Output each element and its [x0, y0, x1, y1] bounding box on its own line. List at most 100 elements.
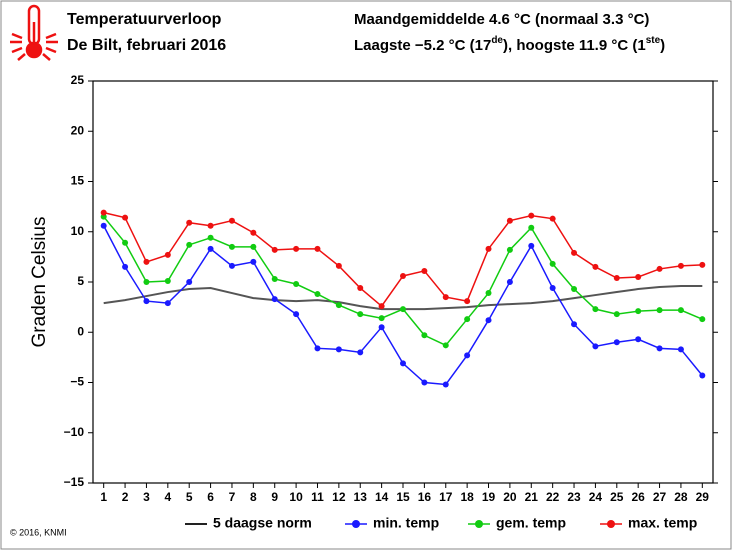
data-point	[613, 274, 620, 281]
data-point	[613, 311, 620, 318]
data-point	[464, 316, 471, 323]
data-point	[656, 265, 663, 272]
legend-label: min. temp	[373, 515, 439, 531]
x-tick-label: 4	[164, 490, 171, 504]
data-point	[164, 300, 171, 307]
data-point	[207, 245, 214, 252]
data-point	[400, 360, 406, 367]
y-axis-label: Graden Celsius	[29, 217, 50, 348]
annotation-sup: de	[491, 35, 503, 46]
data-point	[421, 332, 428, 339]
x-tick-label: 26	[631, 490, 645, 504]
data-point	[164, 277, 171, 284]
data-point	[613, 339, 620, 346]
data-point	[571, 321, 578, 328]
data-point	[442, 381, 449, 388]
legend-label: 5 daagse norm	[213, 515, 312, 531]
data-point	[677, 346, 684, 353]
chart-title: Temperatuurverloop	[67, 11, 222, 28]
data-point	[250, 258, 257, 265]
x-tick-label: 6	[207, 490, 214, 504]
data-point	[207, 222, 214, 229]
data-point	[421, 267, 428, 274]
data-point	[314, 291, 321, 298]
data-point	[207, 234, 214, 241]
x-tick-label: 3	[143, 490, 150, 504]
data-point	[549, 215, 556, 222]
annotation-text: Maandgemiddelde 4.6 °C (normaal 3.3 °C)	[354, 11, 649, 28]
x-tick-label: 14	[375, 490, 389, 504]
data-point	[122, 239, 129, 246]
data-point	[164, 251, 171, 258]
y-tick-label: −15	[64, 475, 85, 489]
x-tick-label: 2	[122, 490, 129, 504]
data-point	[506, 246, 513, 253]
data-point	[314, 345, 321, 352]
x-tick-label: 13	[354, 490, 368, 504]
x-tick-label: 9	[271, 490, 278, 504]
x-tick-label: 1	[100, 490, 107, 504]
plot-area	[92, 80, 714, 484]
data-point	[186, 279, 193, 285]
data-point	[635, 336, 642, 343]
x-tick-label: 23	[567, 490, 581, 504]
data-point	[635, 308, 642, 315]
data-point	[528, 242, 535, 249]
x-tick-label: 8	[250, 490, 257, 504]
data-point	[464, 352, 471, 359]
annotation-sup: ste	[646, 35, 661, 46]
data-point	[677, 262, 684, 269]
thermometer-icon	[10, 4, 58, 61]
legend-marker	[352, 520, 360, 528]
data-point	[143, 298, 150, 305]
annotation-text: Laagste −5.2 °C (17	[354, 37, 491, 54]
data-point	[528, 224, 535, 231]
data-point	[378, 324, 385, 331]
data-point	[293, 245, 300, 252]
legend-marker	[475, 520, 483, 528]
data-point	[228, 262, 235, 269]
data-point	[228, 217, 235, 224]
x-tick-label: 12	[332, 490, 346, 504]
data-point	[699, 316, 706, 323]
data-point	[571, 249, 578, 256]
data-point	[357, 349, 364, 356]
y-tick-label: 10	[71, 224, 85, 238]
y-tick-label: −5	[70, 375, 84, 389]
data-point	[506, 279, 513, 285]
data-point	[122, 263, 129, 270]
data-point	[314, 245, 321, 252]
data-point	[400, 272, 406, 279]
legend-marker	[607, 520, 615, 528]
annotation-text: ), hoogste 11.9 °C (1	[503, 37, 646, 54]
x-tick-label: 24	[589, 490, 603, 504]
data-point	[335, 346, 342, 353]
x-tick-label: 10	[289, 490, 303, 504]
data-point	[271, 246, 278, 253]
y-tick-label: 15	[71, 174, 85, 188]
annotation-text: )	[660, 37, 665, 54]
data-point	[271, 296, 278, 303]
annotation: Laagste −5.2 °C (17de), hoogste 11.9 °C …	[354, 35, 665, 54]
data-point	[421, 379, 428, 386]
data-point	[485, 245, 492, 252]
y-tick-label: 0	[77, 324, 84, 338]
data-point	[677, 307, 684, 314]
data-point	[100, 222, 107, 229]
x-tick-label: 20	[503, 490, 517, 504]
x-tick-label: 25	[610, 490, 624, 504]
data-point	[442, 294, 449, 301]
x-tick-label: 22	[546, 490, 560, 504]
chart-subtitle: De Bilt, februari 2016	[67, 37, 226, 54]
data-point	[378, 303, 385, 310]
data-point	[100, 209, 107, 216]
data-point	[699, 372, 706, 379]
data-point	[592, 306, 599, 313]
data-point	[549, 260, 556, 267]
x-tick-label: 16	[418, 490, 432, 504]
y-tick-label: 5	[77, 274, 84, 288]
data-point	[293, 281, 300, 288]
x-tick-label: 17	[439, 490, 453, 504]
x-tick-label: 11	[311, 490, 324, 504]
